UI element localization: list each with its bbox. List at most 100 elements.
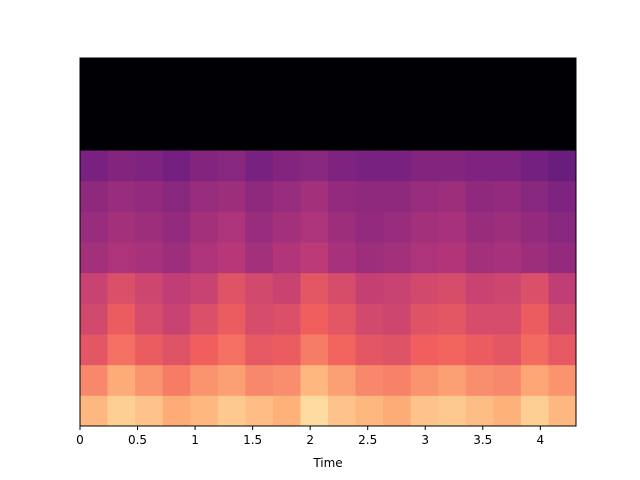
spectrogram-cell (272, 150, 301, 182)
spectrogram-cell (548, 150, 577, 182)
spectrogram-cell (245, 211, 274, 243)
spectrogram-cell (300, 272, 329, 304)
spectrogram-cell (493, 395, 522, 427)
spectrogram-cell (135, 119, 164, 151)
spectrogram-cell (438, 150, 467, 182)
spectrogram-cell (272, 272, 301, 304)
spectrogram-cell (80, 88, 109, 120)
spectrogram-cell (355, 150, 384, 182)
spectrogram-cell (190, 88, 219, 120)
spectrogram-cell (493, 242, 522, 274)
spectrogram-cell (217, 272, 246, 304)
spectrogram-cell (438, 395, 467, 427)
spectrogram-cell (548, 88, 577, 120)
spectrogram-cell (107, 180, 136, 212)
spectrogram-cell (190, 303, 219, 335)
spectrogram-cell (465, 119, 494, 151)
spectrogram-cell (107, 211, 136, 243)
spectrogram-cell (520, 150, 549, 182)
spectrogram-cell (493, 88, 522, 120)
spectrogram-cell (355, 272, 384, 304)
spectrogram-cell (520, 303, 549, 335)
spectrogram-cell (135, 150, 164, 182)
spectrogram-cell (328, 364, 357, 396)
spectrogram-cell (383, 395, 412, 427)
spectrogram-cell (300, 88, 329, 120)
spectrogram-cell (410, 119, 439, 151)
spectrogram-cell (383, 303, 412, 335)
spectrogram-cell (328, 58, 357, 90)
spectrogram-cell (245, 303, 274, 335)
spectrogram-cell (383, 119, 412, 151)
spectrogram-cell (328, 303, 357, 335)
spectrogram-cell (548, 395, 577, 427)
spectrogram-cell (410, 180, 439, 212)
spectrogram-cell (272, 180, 301, 212)
spectrogram-cell (328, 88, 357, 120)
spectrogram-cell (162, 211, 191, 243)
spectrogram-cell (410, 242, 439, 274)
spectrogram-cell (190, 395, 219, 427)
spectrogram-cell (107, 303, 136, 335)
spectrogram-cell (107, 364, 136, 396)
spectrogram-cell (328, 272, 357, 304)
spectrogram-cell (272, 58, 301, 90)
spectrogram-cell (355, 119, 384, 151)
spectrogram-cell (465, 242, 494, 274)
spectrogram-cell (245, 242, 274, 274)
spectrogram-cell (438, 119, 467, 151)
spectrogram-cell (493, 334, 522, 366)
spectrogram-cell (107, 119, 136, 151)
spectrogram-cell (383, 211, 412, 243)
spectrogram-cell (162, 58, 191, 90)
spectrogram-cell (465, 334, 494, 366)
spectrogram-cell (438, 180, 467, 212)
spectrogram-cell (383, 58, 412, 90)
spectrogram-cell (80, 119, 109, 151)
spectrogram-cell (80, 58, 109, 90)
spectrogram-cell (162, 303, 191, 335)
spectrogram-cell (383, 334, 412, 366)
spectrogram-cell (465, 364, 494, 396)
spectrogram-cell (217, 180, 246, 212)
spectrogram-cell (80, 211, 109, 243)
spectrogram-cell (465, 180, 494, 212)
spectrogram-cell (300, 334, 329, 366)
x-axis-label: Time (312, 456, 342, 470)
spectrogram-cell (520, 180, 549, 212)
spectrogram-cell (190, 150, 219, 182)
spectrogram-cell (272, 395, 301, 427)
spectrogram-cell (520, 272, 549, 304)
spectrogram-cell (300, 119, 329, 151)
spectrogram-cell (80, 303, 109, 335)
spectrogram-cell (272, 242, 301, 274)
spectrogram-cell (162, 88, 191, 120)
spectrogram-cell (548, 211, 577, 243)
spectrogram-cell (245, 272, 274, 304)
spectrogram-cell (383, 272, 412, 304)
spectrogram-cell (355, 364, 384, 396)
spectrogram-cell (520, 334, 549, 366)
spectrogram-cell (245, 88, 274, 120)
spectrogram-cell (135, 211, 164, 243)
spectrogram-cell (80, 272, 109, 304)
spectrogram-cell (465, 272, 494, 304)
spectrogram-cell (245, 119, 274, 151)
spectrogram-cell (548, 272, 577, 304)
spectrogram-cell (217, 303, 246, 335)
spectrogram-cell (162, 180, 191, 212)
spectrogram-cell (328, 119, 357, 151)
spectrogram-cell (548, 180, 577, 212)
spectrogram-cell (355, 334, 384, 366)
spectrogram-cell (245, 364, 274, 396)
spectrogram-cell (162, 334, 191, 366)
spectrogram-cell (465, 58, 494, 90)
spectrogram-cell (383, 150, 412, 182)
spectrogram-cell (438, 242, 467, 274)
spectrogram-cell (300, 58, 329, 90)
spectrogram-cell (410, 272, 439, 304)
spectrogram-cell (80, 242, 109, 274)
spectrogram-cell (135, 303, 164, 335)
x-tick-label: 3.5 (473, 433, 492, 447)
spectrogram-cell (190, 180, 219, 212)
